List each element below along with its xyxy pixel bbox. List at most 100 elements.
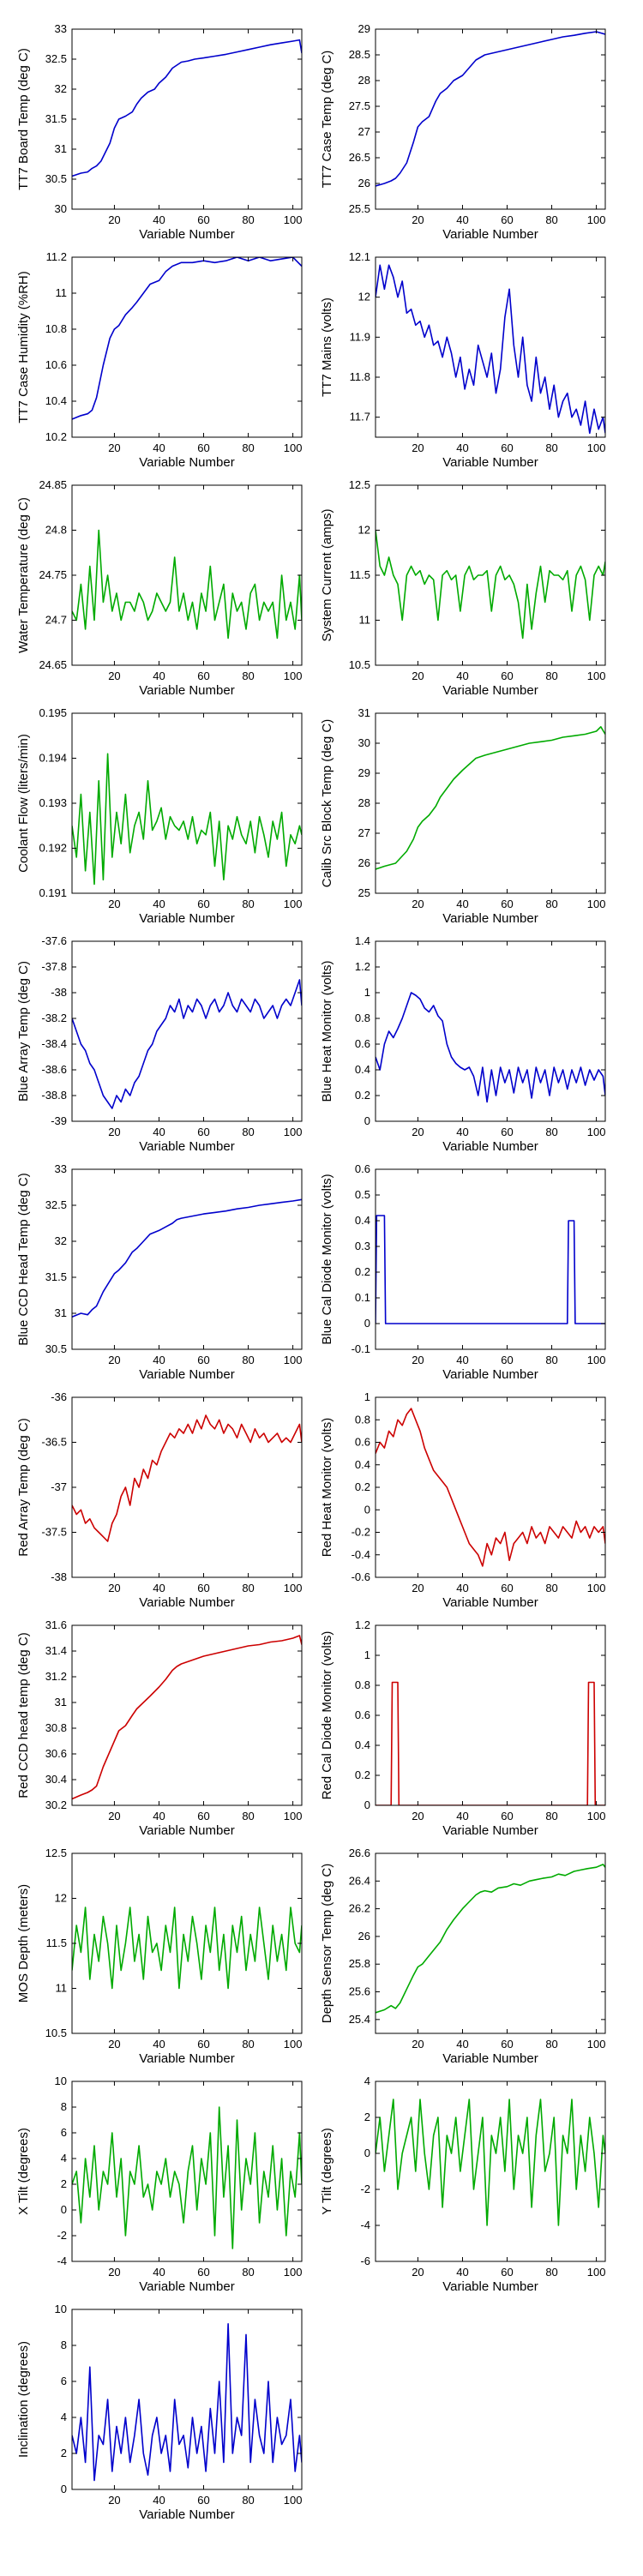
y-tick-label: 0 — [364, 1114, 370, 1127]
x-tick-label: 80 — [242, 441, 254, 454]
x-tick-label: 20 — [108, 1126, 120, 1138]
y-tick-label: -4 — [57, 2255, 67, 2267]
x-tick-label: 60 — [501, 2266, 513, 2279]
x-tick-label: 100 — [284, 1810, 303, 1822]
x-tick-label: 40 — [456, 2266, 468, 2279]
x-tick-label: 80 — [545, 1810, 557, 1822]
plot-frame — [71, 28, 303, 210]
x-tick-label: 80 — [545, 1126, 557, 1138]
y-tick-label: 25.4 — [349, 2013, 370, 2026]
y-tick-label: -38 — [51, 1570, 67, 1583]
x-tick-label: 20 — [412, 213, 424, 226]
y-tick-label: 31 — [358, 706, 370, 719]
series-line-1 — [72, 979, 302, 1109]
y-tick-label: 12.1 — [349, 250, 370, 263]
x-tick-label: 100 — [587, 670, 606, 682]
y-tick-label: 24.7 — [45, 614, 67, 627]
x-tick-label: 60 — [501, 1126, 513, 1138]
y-tick-label: 12.5 — [349, 478, 370, 491]
x-tick-label: 20 — [108, 1582, 120, 1594]
chart-panel-12: 20 40 60 80 100 -0.1 0 0.1 0.2 0.3 0.4 0.5 0.6 Variab… — [320, 1162, 606, 1382]
x-tick-label: 80 — [242, 2266, 254, 2279]
y-tick-label: 27.5 — [349, 99, 370, 112]
y-tick-label: 10.4 — [45, 394, 67, 407]
y-axis-label: TT7 Case Humidity (%RH) — [16, 271, 31, 423]
y-tick-label: -37.5 — [41, 1526, 67, 1539]
chart-panel-18: 20 40 60 80 100 25.4 25.6 25.8 26 26.2 26.4 26.6 Var… — [320, 1846, 606, 2066]
chart-panel-16: 20 40 60 80 100 0 0.2 0.4 0.6 0.8 1 1.2 Variable Num… — [320, 1618, 606, 1838]
y-tick-label: -38.8 — [41, 1089, 67, 1102]
y-tick-label: 26.6 — [349, 1846, 370, 1859]
x-tick-label: 60 — [197, 441, 209, 454]
x-tick-label: 40 — [153, 2494, 165, 2507]
y-tick-label: 30.2 — [45, 1798, 67, 1811]
x-tick-label: 100 — [284, 441, 303, 454]
x-tick-label: 80 — [545, 213, 557, 226]
plot-frame — [71, 940, 303, 1122]
y-tick-label: 10.2 — [45, 430, 67, 443]
x-axis-label: Variable Number — [139, 683, 234, 698]
x-tick-label: 20 — [108, 2038, 120, 2051]
y-tick-label: 0.2 — [355, 1089, 370, 1102]
x-tick-label: 80 — [242, 1582, 254, 1594]
y-tick-label: 0 — [364, 2147, 370, 2159]
y-tick-label: 0.8 — [355, 1413, 370, 1426]
y-tick-label: 11 — [359, 614, 371, 627]
y-tick-label: 0 — [364, 1798, 370, 1811]
x-tick-label: 20 — [412, 1126, 424, 1138]
y-tick-label: 1.2 — [355, 1618, 370, 1631]
y-tick-label: 0.2 — [355, 1768, 370, 1781]
x-tick-label: 60 — [197, 1126, 209, 1138]
y-tick-label: 0.6 — [355, 1708, 370, 1721]
y-tick-label: 31.5 — [45, 112, 67, 125]
y-tick-label: 11 — [56, 1982, 68, 1995]
y-tick-label: 12.5 — [45, 1846, 67, 1859]
y-axis-label: Red CCD head temp (deg C) — [16, 1632, 31, 1798]
x-tick-label: 80 — [242, 670, 254, 682]
y-tick-label: 26 — [358, 177, 370, 189]
plot-frame — [375, 940, 606, 1122]
y-tick-label: 30.5 — [45, 172, 67, 185]
x-axis-label: Variable Number — [442, 1595, 538, 1610]
y-axis-label: MOS Depth (meters) — [16, 1884, 31, 2003]
y-axis-label: Blue CCD Head Temp (deg C) — [16, 1173, 31, 1345]
x-tick-label: 20 — [108, 670, 120, 682]
y-tick-label: -38.2 — [41, 1012, 67, 1024]
y-tick-label: -37.8 — [41, 960, 67, 973]
y-tick-label: 4 — [61, 2152, 67, 2165]
y-axis-label: TT7 Case Temp (deg C) — [320, 51, 334, 189]
x-tick-label: 40 — [456, 1126, 468, 1138]
y-tick-label: 8 — [61, 2100, 67, 2113]
x-tick-label: 40 — [456, 1354, 468, 1366]
series-line-1 — [376, 1681, 605, 1805]
y-axis-label: Blue Array Temp (deg C) — [16, 961, 31, 1102]
x-tick-label: 60 — [197, 2494, 209, 2507]
x-tick-label: 20 — [108, 2494, 120, 2507]
y-axis-label: Red Array Temp (deg C) — [16, 1418, 31, 1556]
plot-frame — [375, 28, 606, 210]
y-tick-label: 27 — [358, 125, 370, 138]
x-tick-label: 100 — [284, 670, 303, 682]
y-tick-label: 0 — [61, 2483, 67, 2495]
y-tick-label: 0.4 — [355, 1458, 370, 1471]
y-tick-label: -0.2 — [352, 1526, 370, 1539]
x-tick-label: 100 — [284, 213, 303, 226]
y-tick-label: 0.191 — [39, 886, 67, 899]
y-axis-label: TT7 Board Temp (deg C) — [16, 48, 31, 190]
y-tick-label: 10 — [55, 2075, 67, 2087]
x-tick-label: 60 — [501, 2038, 513, 2051]
y-tick-label: 0.1 — [355, 1291, 370, 1304]
plot-frame — [71, 1624, 303, 1806]
y-tick-label: 31.5 — [45, 1270, 67, 1283]
y-tick-label: 24.8 — [45, 524, 67, 537]
y-tick-label: 10.6 — [45, 358, 67, 371]
y-tick-label: 26 — [358, 1930, 370, 1943]
y-tick-label: 1 — [364, 986, 370, 999]
x-tick-label: 100 — [587, 441, 606, 454]
x-tick-label: 40 — [153, 213, 165, 226]
y-axis-label: Water Temperature (deg C) — [16, 497, 31, 653]
y-axis-label: Red Cal Diode Monitor (volts) — [320, 1631, 334, 1800]
y-tick-label: -2 — [57, 2229, 67, 2242]
plot-frame — [71, 2081, 303, 2262]
y-tick-label: 10.5 — [349, 658, 370, 671]
